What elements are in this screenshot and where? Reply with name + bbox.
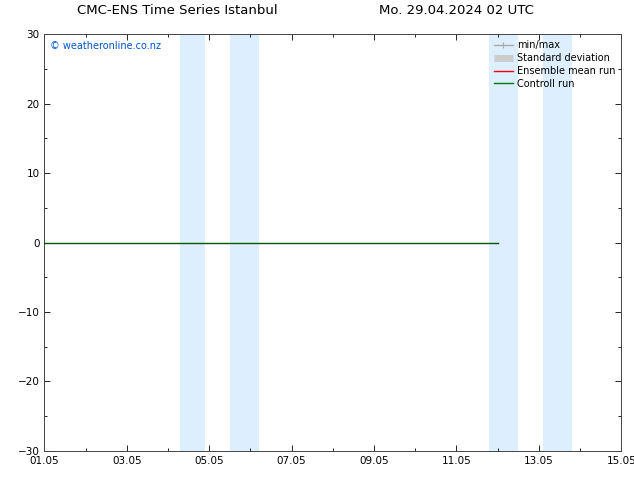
Text: © weatheronline.co.nz: © weatheronline.co.nz [50,41,161,50]
Bar [230,34,259,451]
Bar [180,34,205,451]
Legend: min/max, Standard deviation, Ensemble mean run, Controll run: min/max, Standard deviation, Ensemble me… [489,36,619,93]
Text: CMC-ENS Time Series Istanbul: CMC-ENS Time Series Istanbul [77,4,278,17]
Title: CMC-ENS Time Series Istanbul      Mo. 29.04.2024 02 UTC: CMC-ENS Time Series Istanbul Mo. 29.04.2… [0,489,1,490]
Bar [543,34,572,451]
Text: Mo. 29.04.2024 02 UTC: Mo. 29.04.2024 02 UTC [379,4,534,17]
Bar [489,34,518,451]
